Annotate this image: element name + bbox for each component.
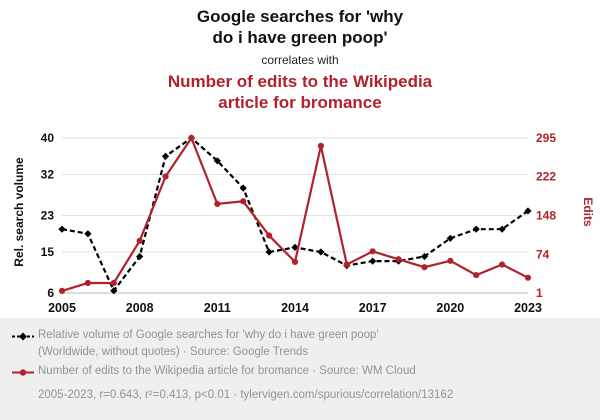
svg-text:148: 148: [536, 209, 556, 223]
title-search-line1: Google searches for 'why: [196, 7, 404, 26]
dashed-diamond-marker-icon: [12, 327, 38, 347]
svg-text:6: 6: [47, 286, 54, 300]
title-search-line2: do i have green poop': [212, 28, 388, 48]
svg-text:295: 295: [536, 131, 556, 145]
legend-text-search: Relative volume of Google searches for '…: [38, 327, 588, 360]
legend-item-search: Relative volume of Google searches for '…: [12, 327, 588, 360]
svg-text:32: 32: [41, 167, 55, 181]
svg-text:2023: 2023: [514, 301, 542, 315]
chart-header: Google searches for 'why do i have green…: [0, 6, 600, 113]
svg-text:1: 1: [536, 286, 543, 300]
svg-text:15: 15: [41, 245, 55, 259]
svg-text:2020: 2020: [436, 301, 464, 315]
legend-text-edits: Number of edits to the Wikipedia article…: [38, 365, 416, 378]
legend-item-edits: Number of edits to the Wikipedia article…: [12, 363, 588, 383]
title-edits-series: Number of edits to the Wikipedia article…: [0, 71, 600, 114]
right-axis-title: Edits: [581, 197, 595, 227]
solid-circle-marker-icon: [12, 363, 38, 383]
svg-text:2008: 2008: [126, 301, 154, 315]
legend-search-line1: Relative volume of Google searches for '…: [38, 329, 379, 341]
svg-text:40: 40: [41, 131, 55, 145]
svg-text:2005: 2005: [48, 301, 76, 315]
svg-text:222: 222: [536, 169, 556, 183]
legend-footer: Relative volume of Google searches for '…: [0, 318, 600, 420]
chart-area: 6 15 23 32 40 1 74 148 222 295 2005 2008 2011 2014 201…: [0, 118, 600, 318]
title-edits-line1: Number of edits to the Wikipedia: [167, 71, 433, 91]
svg-text:2014: 2014: [281, 301, 309, 315]
title-search-series: Google searches for 'why do i have green…: [0, 6, 600, 49]
svg-text:74: 74: [536, 248, 550, 262]
legend-search-line2: (Worldwide, without quotes) · Source: Go…: [38, 345, 309, 358]
stats-and-url: 2005-2023, r=0.643, r²=0.413, p<0.01 · t…: [38, 389, 454, 402]
svg-text:23: 23: [41, 209, 55, 223]
correlates-with-label: correlates with: [261, 52, 339, 67]
left-axis-title: Rel. search volume: [12, 157, 26, 267]
svg-text:2017: 2017: [359, 301, 387, 315]
chart-svg: 6 15 23 32 40 1 74 148 222 295 2005 2008 2011 2014 201…: [41, 131, 557, 315]
title-edits-line2: article for bromance: [218, 92, 382, 112]
svg-text:2011: 2011: [204, 301, 231, 315]
